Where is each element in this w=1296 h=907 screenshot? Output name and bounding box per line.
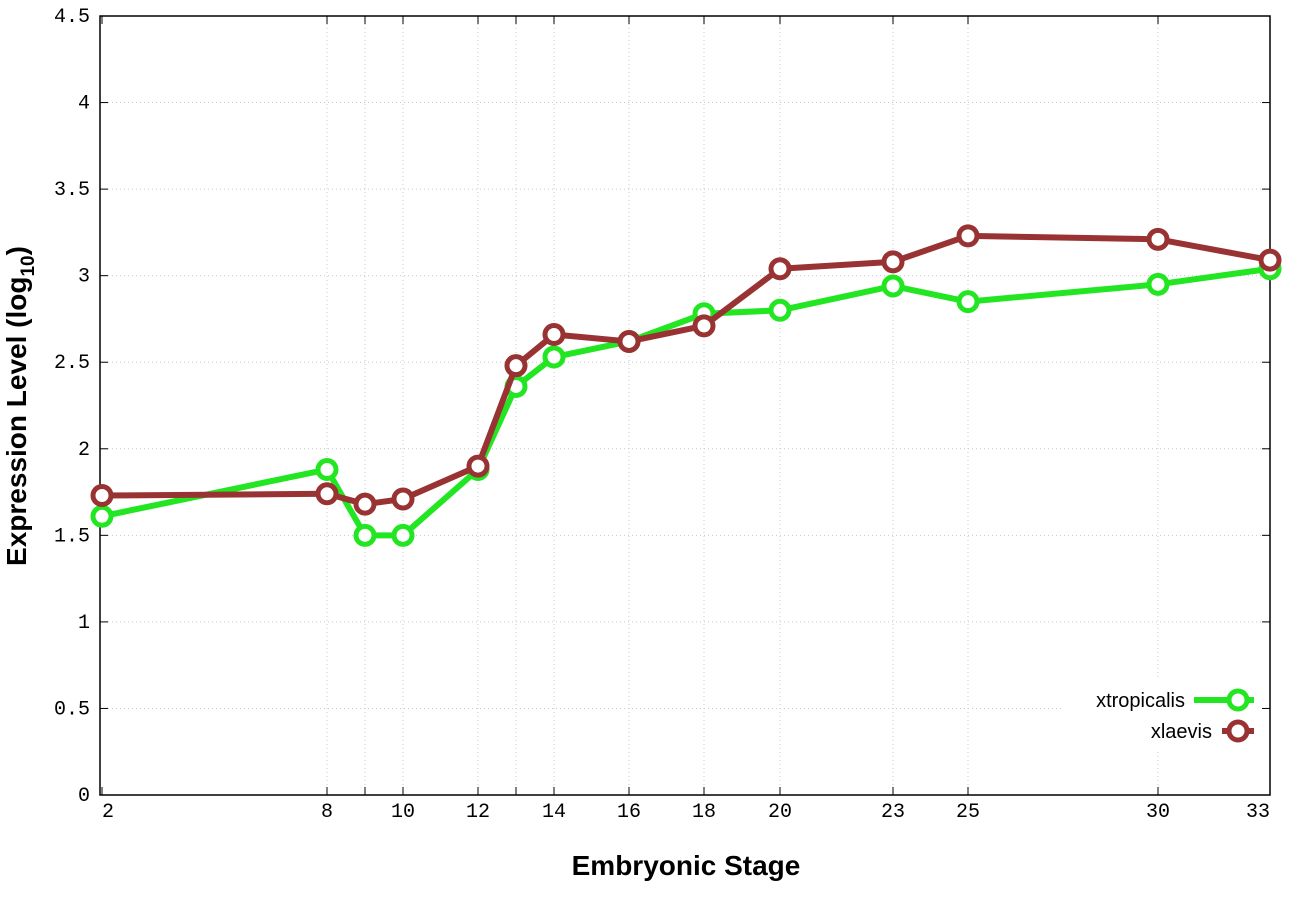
legend-background <box>1062 678 1262 750</box>
data-point-xlaevis <box>542 323 566 347</box>
data-point-xlaevis <box>466 454 490 478</box>
data-point-xtropicalis <box>881 274 905 298</box>
x-tick-label: 16 <box>617 801 641 824</box>
data-point-xlaevis <box>391 487 415 511</box>
legend-marker-xlaevis <box>1226 719 1250 743</box>
x-tick-label: 30 <box>1146 801 1170 824</box>
legend: xtropicalis xlaevis <box>1062 678 1262 750</box>
data-point-xtropicalis <box>90 504 114 528</box>
data-point-xlaevis <box>617 329 641 353</box>
series-line-xlaevis <box>99 232 1273 508</box>
y-tick-label: 3.5 <box>54 179 90 202</box>
y-tick-label: 3 <box>78 266 90 289</box>
data-point-xlaevis <box>768 257 792 281</box>
data-point-xtropicalis <box>353 523 377 547</box>
axis-ticks: 0 0.5 1 1.5 2 2.5 3 3.5 4 4.5 2 8 10 12 14 16 18 20 23 25 30… <box>54 6 1271 824</box>
data-point-xlaevis <box>315 482 339 506</box>
x-axis-title: Embryonic Stage <box>572 850 801 881</box>
y-tick-label: 2 <box>78 439 90 462</box>
x-tick-label: 33 <box>1246 801 1270 824</box>
x-tick-label: 20 <box>768 801 792 824</box>
data-point-xlaevis <box>1146 227 1170 251</box>
data-point-xlaevis <box>504 354 528 378</box>
y-axis-title-subscript: 10 <box>18 255 39 276</box>
x-tick-label: 25 <box>956 801 980 824</box>
legend-label-xlaevis: xlaevis <box>1151 721 1212 743</box>
y-tick-label: 1.5 <box>54 525 90 548</box>
legend-label-xtropicalis: xtropicalis <box>1096 690 1185 712</box>
x-tick-label: 18 <box>692 801 716 824</box>
x-tick-label: 8 <box>321 801 333 824</box>
data-point-xlaevis <box>1258 248 1282 272</box>
y-tick-label: 2.5 <box>54 352 90 375</box>
y-tick-label: 0 <box>78 785 90 808</box>
y-tick-label: 1 <box>78 612 90 635</box>
data-point-xtropicalis <box>542 345 566 369</box>
series-xtropicalis <box>90 257 1282 547</box>
x-tick-label: 12 <box>466 801 490 824</box>
grid <box>100 16 1270 795</box>
x-tick-label: 14 <box>542 801 566 824</box>
x-tick-label: 23 <box>881 801 905 824</box>
plot-area <box>99 15 1271 796</box>
legend-entry-xlaevis: xlaevis <box>1151 719 1254 743</box>
y-tick-label: 4.5 <box>54 6 90 29</box>
y-axis-title-main: Expression Level (log <box>1 277 32 566</box>
y-tick-label: 4 <box>78 93 90 116</box>
x-tick-label: 10 <box>391 801 415 824</box>
data-point-xtropicalis <box>1146 272 1170 296</box>
data-point-xtropicalis <box>768 298 792 322</box>
y-axis-title: Expression Level (log10) <box>1 246 39 566</box>
data-point-xlaevis <box>90 484 114 508</box>
series-group <box>90 224 1282 547</box>
y-tick-label: 0.5 <box>54 698 90 721</box>
y-axis-title-close: ) <box>1 246 32 255</box>
legend-marker-xtropicalis <box>1226 688 1250 712</box>
legend-entry-xtropicalis: xtropicalis <box>1096 688 1254 712</box>
data-point-xtropicalis <box>956 290 980 314</box>
data-point-xlaevis <box>881 250 905 274</box>
data-point-xlaevis <box>353 492 377 516</box>
data-point-xlaevis <box>956 224 980 248</box>
data-point-xtropicalis <box>315 458 339 482</box>
series-xlaevis <box>90 224 1282 516</box>
data-point-xtropicalis <box>391 523 415 547</box>
data-point-xlaevis <box>692 314 716 338</box>
x-tick-label: 2 <box>102 801 114 824</box>
